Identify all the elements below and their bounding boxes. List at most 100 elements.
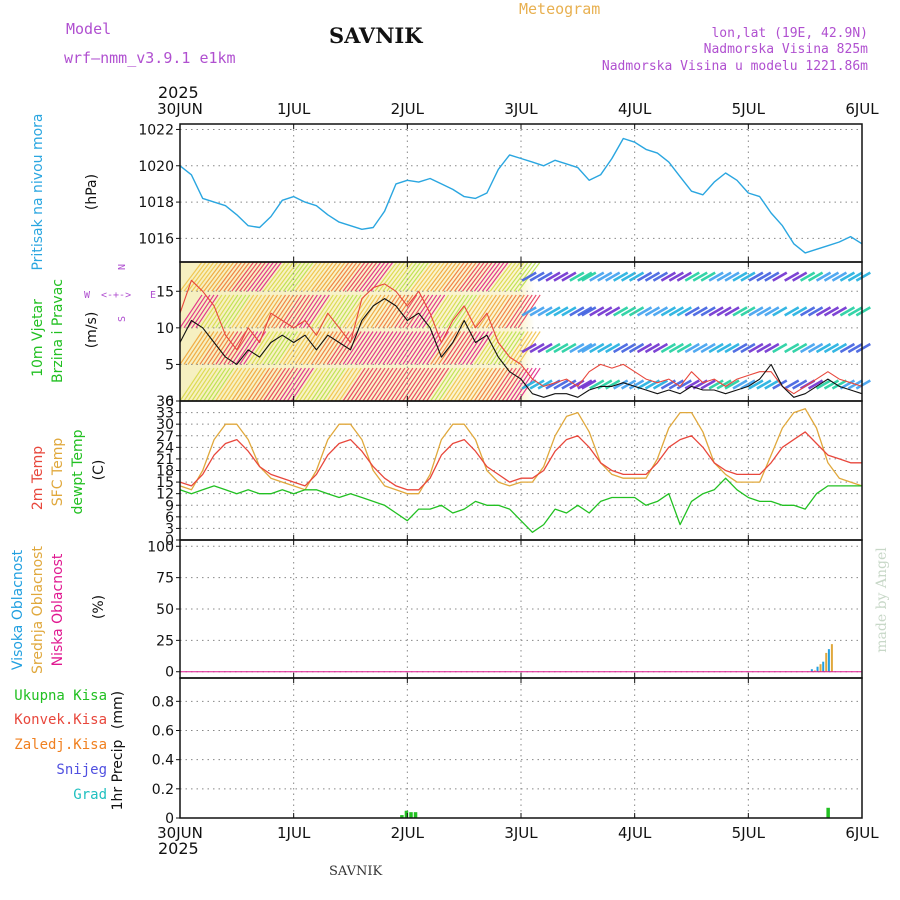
wind-barb	[223, 261, 247, 292]
wind-barb	[430, 367, 454, 402]
wind-barb	[294, 261, 318, 292]
wind-arrow	[676, 379, 692, 390]
wind-arrow	[772, 379, 788, 390]
model-label: Model	[66, 20, 111, 38]
wind-arrow	[740, 271, 756, 282]
x-tick-label: 1JUL	[277, 100, 311, 118]
wind-arrow	[807, 379, 824, 390]
cloud-label-mid: Srednja Oblacnost	[30, 546, 46, 674]
wind-barb	[382, 261, 406, 292]
wind-arrow	[569, 306, 585, 317]
wind-arrow	[764, 271, 780, 282]
wind-arrow	[553, 342, 569, 354]
wind-barb	[350, 294, 374, 329]
wind-arrow	[660, 271, 677, 282]
sfc-temp-line	[179, 408, 863, 495]
wind-barb	[477, 294, 501, 329]
cloud-label-high: Visoka Oblacnost	[10, 549, 26, 670]
x-tick-label: 30JUN	[157, 100, 203, 118]
wind-barb	[346, 367, 370, 402]
wind-barb	[402, 261, 426, 292]
wind-barb	[509, 261, 533, 292]
wind-barb	[382, 367, 406, 402]
wind-barb	[306, 294, 330, 329]
wind-arrow	[577, 342, 593, 354]
wind-barb	[203, 367, 227, 402]
wind-barb	[290, 331, 314, 365]
wind-barb	[322, 294, 346, 329]
wind-arrow	[839, 306, 856, 317]
lonlat-text: lon,lat (19E, 42.9N)	[711, 26, 868, 41]
wind-arrow	[612, 271, 629, 282]
wind-barb	[386, 294, 410, 329]
wind-barb	[211, 331, 235, 365]
y-tick-label: 1016	[138, 231, 174, 247]
wind-barb	[442, 331, 466, 365]
wind-label-2: Brzina i Pravac	[50, 279, 66, 383]
wind-arrow	[708, 379, 724, 390]
wind-arrow	[628, 379, 645, 390]
wind-barb	[513, 261, 537, 292]
wind-barb	[338, 367, 362, 402]
wind-barb	[378, 367, 402, 402]
wind-arrow	[831, 306, 848, 317]
wind-arrow	[561, 306, 577, 317]
wind-barb	[430, 331, 454, 365]
y-tick-label: 5	[165, 357, 174, 373]
wind-barb	[290, 367, 314, 402]
wind-barb	[394, 331, 418, 365]
wind-arrow	[784, 271, 800, 282]
wind-arrow	[684, 306, 700, 317]
wind-barb	[318, 261, 342, 292]
wind-barb	[286, 367, 310, 402]
wind-barb	[422, 331, 446, 365]
wind-arrow	[847, 342, 864, 354]
x-tick-label: 30JUN	[157, 824, 203, 842]
wind-barb	[394, 294, 418, 329]
wind-barb	[358, 261, 382, 292]
wind-barb	[457, 331, 481, 365]
wind-barb	[227, 261, 251, 292]
wind-arrow	[839, 342, 856, 354]
wind-barb	[505, 331, 529, 365]
wind-arrow	[597, 271, 613, 282]
wind-barb	[255, 261, 279, 292]
x-tick-label: 5JUL	[732, 100, 766, 118]
precip-legend-ukupna: Ukupna Kisa	[14, 688, 107, 704]
wind-barb	[402, 367, 426, 402]
wind-arrow	[716, 271, 732, 282]
wind-barb	[378, 294, 402, 329]
wind-arrow	[537, 342, 553, 354]
y-tick-label: 0	[165, 533, 174, 549]
wind-arrow	[764, 306, 780, 317]
wind-barb	[485, 261, 509, 292]
temp-label-sfc: SFC Temp	[50, 438, 66, 507]
wind-barb	[362, 367, 386, 402]
wind-barb	[505, 261, 529, 292]
wind-barb	[358, 367, 382, 402]
wind-barb	[481, 294, 505, 329]
wind-arrow	[708, 342, 724, 354]
wind-arrow	[700, 306, 716, 317]
wind-barb	[334, 261, 358, 292]
wind-barb	[442, 261, 466, 292]
wind-barb	[410, 367, 434, 402]
y-tick-label: 75	[156, 571, 174, 587]
wind-arrow	[823, 306, 840, 317]
wind-barb	[211, 367, 235, 402]
wind-barb	[354, 261, 378, 292]
wind-arrow	[652, 271, 669, 282]
wind-barb	[426, 261, 450, 292]
wind-barb	[302, 367, 326, 402]
year-bottom: 2025	[158, 839, 199, 858]
y-tick-labels: 1022102010181016151050363330272421181512…	[138, 122, 180, 827]
wind-barb	[489, 261, 513, 292]
wind-barb	[446, 331, 470, 365]
wind-barb	[430, 261, 454, 292]
wind-arrow	[708, 271, 724, 282]
wind-barb	[286, 261, 310, 292]
wind-barb	[461, 367, 485, 402]
wind-arrow	[764, 379, 780, 390]
wind-barb	[278, 331, 302, 365]
wind-barb	[330, 331, 354, 365]
